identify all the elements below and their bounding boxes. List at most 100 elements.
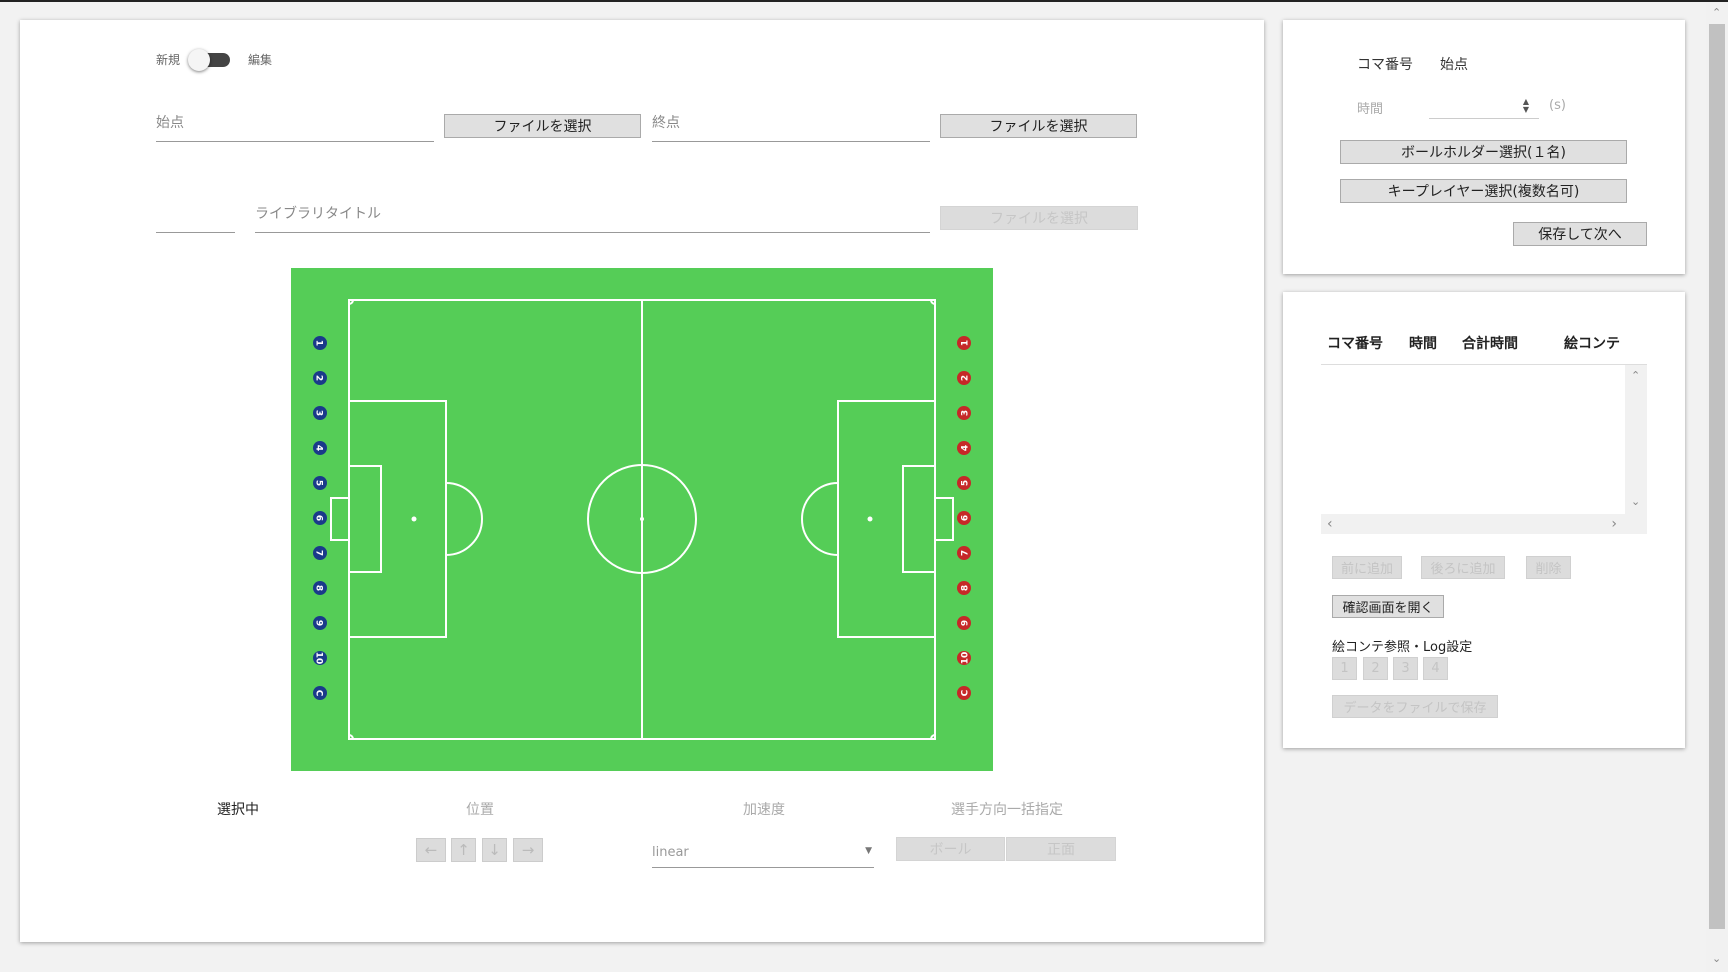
left-player-8[interactable]: 8: [313, 581, 327, 595]
time-label: 時間: [1357, 102, 1384, 117]
scroll-left-icon[interactable]: ‹: [1327, 516, 1333, 532]
left-player-10[interactable]: 10: [313, 651, 327, 665]
move-down-button[interactable]: ↓: [482, 838, 507, 862]
frame-list[interactable]: ⌃ ⌄ ‹ ›: [1321, 364, 1647, 534]
right-player-11[interactable]: C: [957, 686, 971, 700]
move-left-button[interactable]: ←: [416, 838, 446, 862]
player-number: 10: [961, 652, 971, 665]
move-up-button[interactable]: ↑: [451, 838, 476, 862]
end-field-label: 終点: [652, 115, 680, 131]
end-field-input[interactable]: [652, 141, 930, 142]
right-player-3[interactable]: 3: [957, 406, 971, 420]
left-player-7[interactable]: 7: [313, 546, 327, 560]
player-number: 2: [961, 375, 971, 381]
page-scrollbar-thumb[interactable]: [1709, 24, 1725, 929]
position-label: 位置: [466, 802, 494, 818]
left-player-11[interactable]: C: [313, 686, 327, 700]
player-marker: [313, 511, 327, 525]
right-player-7[interactable]: 7: [957, 546, 971, 560]
player-number: C: [314, 690, 324, 697]
page-scroll-down-icon[interactable]: ⌄: [1712, 952, 1722, 965]
player-marker: [957, 686, 971, 700]
library-file-button[interactable]: ファイルを選択: [940, 206, 1138, 230]
storyboard-page-1[interactable]: 1: [1332, 657, 1357, 680]
left-player-5[interactable]: 5: [313, 476, 327, 490]
player-marker: [957, 546, 971, 560]
player-number: C: [961, 689, 971, 696]
frame-number-value: 始点: [1440, 57, 1468, 73]
end-file-button[interactable]: ファイルを選択: [940, 114, 1137, 138]
face-front-button[interactable]: 正面: [1006, 837, 1116, 861]
time-unit: (s): [1549, 98, 1566, 113]
direction-label: 選手方向一括指定: [951, 802, 1063, 818]
player-marker: [957, 476, 971, 490]
left-player-1[interactable]: 1: [313, 336, 327, 350]
frame-info-panel: コマ番号 始点 時間 ▲ ▼ (s) ボールホルダー選択(１名) キープレイヤー選…: [1283, 20, 1685, 274]
player-marker: [313, 336, 327, 350]
add-before-button[interactable]: 前に追加: [1332, 556, 1402, 579]
time-input[interactable]: ▲ ▼: [1429, 94, 1539, 120]
spinner-icon[interactable]: ▲ ▼: [1522, 97, 1530, 114]
ballholder-select-button[interactable]: ボールホルダー選択(１名): [1340, 140, 1627, 164]
right-player-1[interactable]: 1: [957, 336, 971, 350]
player-number: 8: [314, 585, 324, 591]
player-marker: [957, 581, 971, 595]
scroll-down-icon[interactable]: ⌄: [1631, 495, 1641, 508]
player-number: 10: [314, 652, 324, 665]
player-marker: [313, 581, 327, 595]
move-right-button[interactable]: →: [513, 838, 543, 862]
right-player-9[interactable]: 9: [957, 616, 971, 630]
scroll-up-icon[interactable]: ⌃: [1631, 369, 1641, 382]
player-marker: [313, 546, 327, 560]
editor-panel: 新規 編集 始点 ファイルを選択 終点 ファイルを選択 ライブラリタイトル ファ…: [20, 20, 1264, 942]
right-player-6[interactable]: 6: [957, 511, 971, 525]
player-number: 7: [961, 550, 971, 556]
storyboard-page-2[interactable]: 2: [1363, 657, 1388, 680]
player-marker: [957, 616, 971, 630]
add-after-button[interactable]: 後ろに追加: [1421, 556, 1505, 579]
list-horizontal-scrollbar[interactable]: ‹ ›: [1321, 514, 1647, 534]
player-number: 3: [314, 410, 324, 416]
keyplayer-select-button[interactable]: キープレイヤー選択(複数名可): [1340, 179, 1627, 203]
save-next-button[interactable]: 保存して次へ: [1513, 222, 1647, 246]
right-player-8[interactable]: 8: [957, 581, 971, 595]
page-scrollbar[interactable]: ⌃ ⌄: [1706, 2, 1728, 972]
save-data-file-button[interactable]: データをファイルで保存: [1332, 695, 1498, 718]
player-number: 9: [314, 620, 324, 626]
player-marker: [313, 616, 327, 630]
library-title-input[interactable]: [255, 232, 930, 233]
player-marker: [313, 371, 327, 385]
scroll-right-icon[interactable]: ›: [1611, 516, 1617, 532]
toggle-knob: [188, 49, 210, 71]
player-marker: [313, 441, 327, 455]
right-player-5[interactable]: 5: [957, 476, 971, 490]
left-player-2[interactable]: 2: [313, 371, 327, 385]
column-storyboard: 絵コンテ: [1564, 336, 1620, 352]
left-player-4[interactable]: 4: [313, 441, 327, 455]
open-confirm-button[interactable]: 確認画面を開く: [1332, 595, 1444, 618]
library-number-input[interactable]: [156, 232, 235, 233]
right-player-10[interactable]: 10: [957, 651, 971, 665]
delete-button[interactable]: 削除: [1526, 556, 1571, 579]
left-player-6[interactable]: 6: [313, 511, 327, 525]
storyboard-page-4[interactable]: 4: [1423, 657, 1448, 680]
start-file-button[interactable]: ファイルを選択: [444, 114, 641, 138]
player-number: 1: [314, 340, 324, 346]
soccer-pitch[interactable]: 1 2 3 4 5 6 7 8 9 10 C 1 2 3 4 5 6 7 8 9 10 C: [291, 268, 993, 771]
start-field-input[interactable]: [156, 141, 434, 142]
right-player-4[interactable]: 4: [957, 441, 971, 455]
storyboard-page-3[interactable]: 3: [1393, 657, 1418, 680]
start-field-label: 始点: [156, 115, 184, 131]
player-marker: [957, 336, 971, 350]
list-vertical-scrollbar[interactable]: ⌃ ⌄: [1625, 365, 1647, 515]
left-player-3[interactable]: 3: [313, 406, 327, 420]
face-ball-button[interactable]: ボール: [896, 837, 1005, 861]
left-team: 1 2 3 4 5 6 7 8 9 10 C: [313, 336, 327, 700]
left-player-9[interactable]: 9: [313, 616, 327, 630]
page-scroll-up-icon[interactable]: ⌃: [1712, 6, 1722, 19]
mode-toggle[interactable]: [188, 48, 232, 72]
frame-list-panel: コマ番号 時間 合計時間 絵コンテ ⌃ ⌄ ‹ › 前に追加 後ろに追加 削除 …: [1283, 292, 1685, 748]
acceleration-select[interactable]: linear ▼: [652, 832, 874, 868]
column-frame-number: コマ番号: [1327, 336, 1383, 352]
right-player-2[interactable]: 2: [957, 371, 971, 385]
